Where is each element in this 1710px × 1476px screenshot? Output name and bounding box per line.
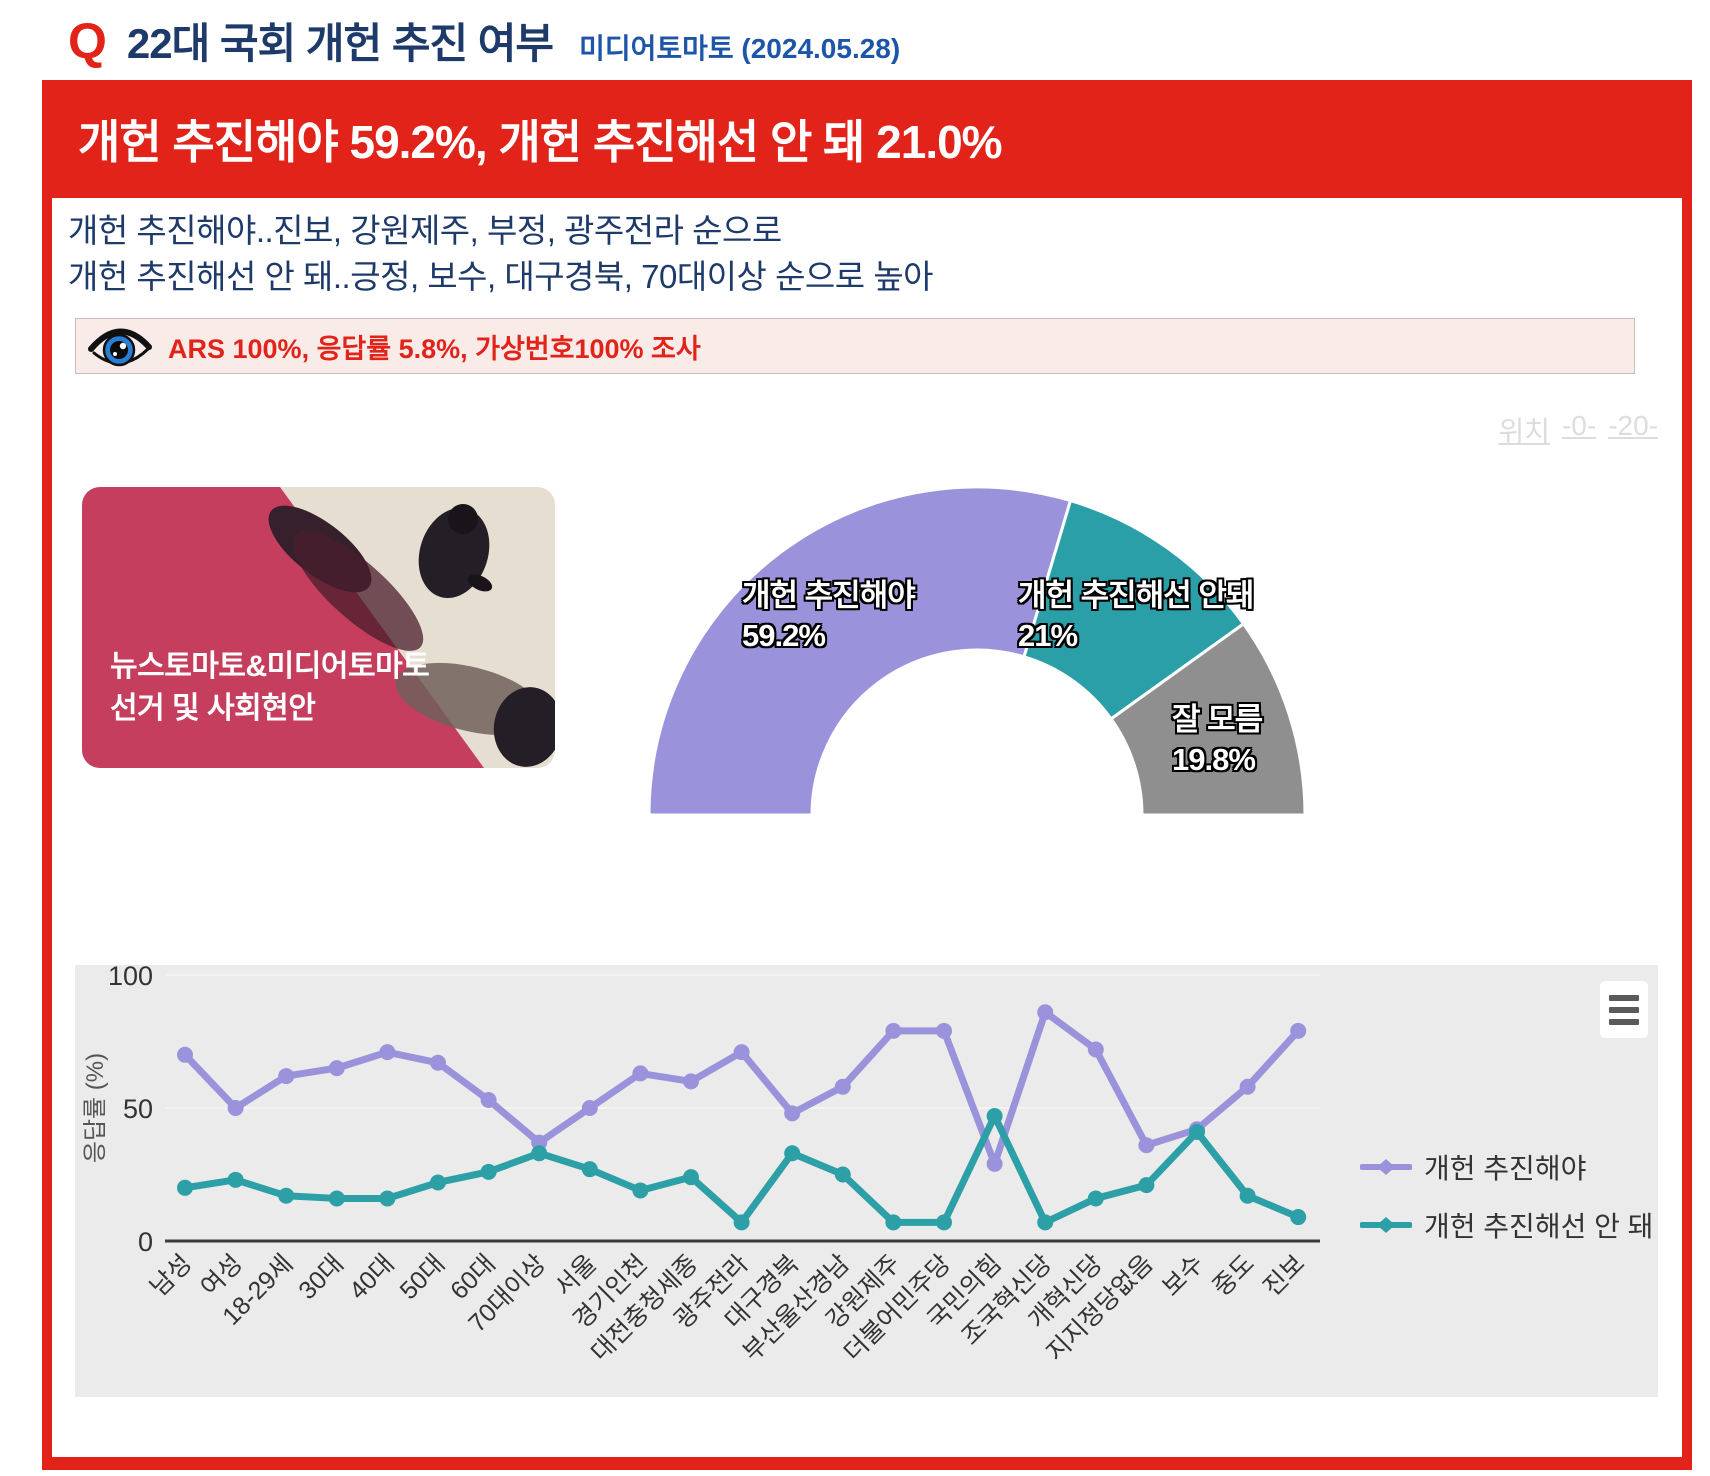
svg-text:50대: 50대 <box>395 1249 451 1305</box>
legend-item-agree[interactable]: 개헌 추진해야 <box>1360 1147 1653 1187</box>
chart-legend: 개헌 추진해야 개헌 추진해선 안 돼 <box>1360 1147 1653 1245</box>
svg-text:보수: 보수 <box>1157 1249 1209 1301</box>
svg-text:응답률 (%): 응답률 (%) <box>82 1053 109 1163</box>
position-nav: 위치 -0- -20- <box>1498 410 1658 450</box>
page-header: Q 22대 국회 개헌 추진 여부 미디어토마토 (2024.05.28) <box>68 10 900 71</box>
media-thumbnail-art <box>82 487 555 768</box>
svg-text:30대: 30대 <box>293 1249 349 1305</box>
hamburger-bar <box>1609 1018 1639 1025</box>
position-link-0[interactable]: -0- <box>1561 410 1597 441</box>
legend-marker-oppose <box>1360 1217 1412 1233</box>
svg-text:진보: 진보 <box>1258 1249 1310 1301</box>
page-title: 22대 국회 개헌 추진 여부 <box>126 20 554 67</box>
donut-label-unsure: 잘 모름 19.8% <box>1172 702 1263 777</box>
half-donut-chart <box>642 483 1332 823</box>
donut-label-oppose: 개헌 추진해선 안돼 21% <box>1018 578 1254 653</box>
chart-menu-icon[interactable] <box>1600 981 1648 1038</box>
result-box: 개헌 추진해야 59.2%, 개헌 추진해선 안 돼 21.0% 개헌 추진해야… <box>42 80 1692 1470</box>
svg-text:남성: 남성 <box>145 1249 197 1301</box>
subtitle-line-1: 개헌 추진해야..진보, 강원제주, 부정, 광주전라 순으로 <box>68 212 782 249</box>
svg-text:중도: 중도 <box>1208 1249 1260 1301</box>
breakdown-line-chart: 0 50 100 응답률 (%) 남성 여성 18-29세 30대 40대 50대 60대 70대이상… <box>75 961 1658 1397</box>
position-link-20[interactable]: -20- <box>1608 410 1658 441</box>
legend-item-oppose[interactable]: 개헌 추진해선 안 돼 <box>1360 1205 1653 1245</box>
question-mark: Q <box>68 13 107 69</box>
media-thumbnail: 뉴스토마토&미디어토마토 선거 및 사회현안 <box>82 487 555 768</box>
media-caption-line-1: 뉴스토마토&미디어토마토 <box>110 650 430 683</box>
headline-banner: 개헌 추진해야 59.2%, 개헌 추진해선 안 돼 21.0% <box>52 80 1682 198</box>
subtitle-block: 개헌 추진해야..진보, 강원제주, 부정, 광주전라 순으로 개헌 추진해선 … <box>68 208 934 300</box>
eye-icon <box>88 323 152 369</box>
headline-text: 개헌 추진해야 59.2%, 개헌 추진해선 안 돼 21.0% <box>78 116 1003 168</box>
survey-method-text: ARS 100%, 응답률 5.8%, 가상번호100% 조사 <box>168 333 701 364</box>
half-donut-svg <box>647 485 1307 817</box>
donut-label-agree: 개헌 추진해야 59.2% <box>742 578 916 653</box>
media-thumbnail-caption: 뉴스토마토&미디어토마토 선거 및 사회현안 <box>110 646 430 730</box>
hamburger-bar <box>1609 1006 1639 1013</box>
subtitle-line-2: 개헌 추진해선 안 돼..긍정, 보수, 대구경북, 70대이상 순으로 높아 <box>68 258 934 295</box>
svg-text:100: 100 <box>108 965 153 991</box>
survey-method-bar: ARS 100%, 응답률 5.8%, 가상번호100% 조사 <box>75 318 1635 374</box>
svg-text:50: 50 <box>123 1094 153 1124</box>
svg-text:0: 0 <box>138 1227 153 1257</box>
source-and-date: 미디어토마토 (2024.05.28) <box>579 33 901 64</box>
hamburger-bar <box>1609 994 1639 1001</box>
svg-text:40대: 40대 <box>344 1249 400 1305</box>
position-label-link[interactable]: 위치 <box>1498 416 1550 447</box>
legend-marker-agree <box>1360 1159 1412 1175</box>
media-caption-line-2: 선거 및 사회현안 <box>110 692 316 725</box>
